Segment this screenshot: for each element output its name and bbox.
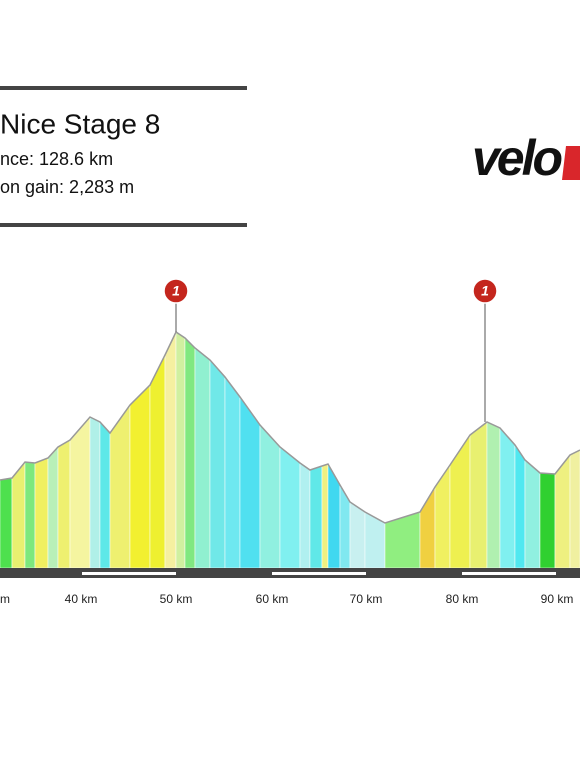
x-labels: m 40 km 50 km 60 km 70 km 80 km 90 km bbox=[0, 592, 573, 606]
x-label: 70 km bbox=[350, 592, 383, 606]
distance-bar-stripe bbox=[82, 572, 176, 575]
x-label: 90 km bbox=[541, 592, 574, 606]
profile-segment bbox=[539, 472, 556, 569]
profile-segment bbox=[486, 421, 501, 569]
elevation-gain: on gain: 2,283 m bbox=[0, 177, 134, 197]
profile-segment bbox=[321, 463, 329, 569]
title-rule bbox=[0, 223, 247, 227]
marker-badge bbox=[472, 278, 498, 304]
marker-label: 1 bbox=[481, 283, 489, 299]
profile-segment bbox=[224, 376, 241, 569]
x-label: 40 km bbox=[65, 592, 98, 606]
profile-segment bbox=[239, 396, 261, 569]
profile-segment bbox=[514, 444, 526, 569]
distance-bar-stripe bbox=[462, 572, 556, 575]
profile-segment bbox=[175, 331, 186, 569]
profile-segment bbox=[24, 461, 36, 569]
profile-segment bbox=[524, 459, 541, 569]
profile-segment bbox=[569, 449, 580, 569]
profile-segment bbox=[89, 416, 101, 569]
marker-label: 1 bbox=[172, 283, 180, 299]
profile-segment bbox=[184, 337, 196, 569]
distance-bar-stripe bbox=[272, 572, 366, 575]
profile-segment bbox=[299, 462, 311, 569]
x-label: 60 km bbox=[256, 592, 289, 606]
profile-segment bbox=[164, 331, 177, 569]
x-label: m bbox=[0, 592, 10, 606]
profile-segment bbox=[209, 359, 226, 569]
x-label: 50 km bbox=[160, 592, 193, 606]
profile-outline bbox=[0, 330, 580, 524]
marker-badge bbox=[163, 278, 189, 304]
profile-segment bbox=[259, 424, 281, 569]
profile-segment bbox=[499, 427, 516, 569]
profile-segment bbox=[349, 501, 366, 569]
profile-segment bbox=[0, 477, 13, 569]
profile-segment bbox=[57, 439, 71, 569]
profile-segment bbox=[309, 465, 323, 569]
logo: velo bbox=[472, 130, 562, 186]
profile-segment bbox=[279, 446, 301, 569]
profile-segment bbox=[149, 354, 166, 569]
title-rule bbox=[0, 86, 247, 90]
profile-segment bbox=[34, 457, 49, 569]
title: Nice Stage 8 bbox=[0, 108, 160, 139]
profile-segment bbox=[194, 347, 211, 569]
x-label: 80 km bbox=[446, 592, 479, 606]
profile-segment bbox=[129, 384, 151, 569]
profile-segment bbox=[69, 416, 91, 569]
distance: nce: 128.6 km bbox=[0, 149, 113, 169]
profile-segment bbox=[99, 421, 111, 569]
profile-segment bbox=[47, 446, 59, 569]
profile-segment bbox=[11, 461, 26, 569]
logo-accent bbox=[562, 146, 580, 180]
profile-segment bbox=[469, 421, 488, 569]
